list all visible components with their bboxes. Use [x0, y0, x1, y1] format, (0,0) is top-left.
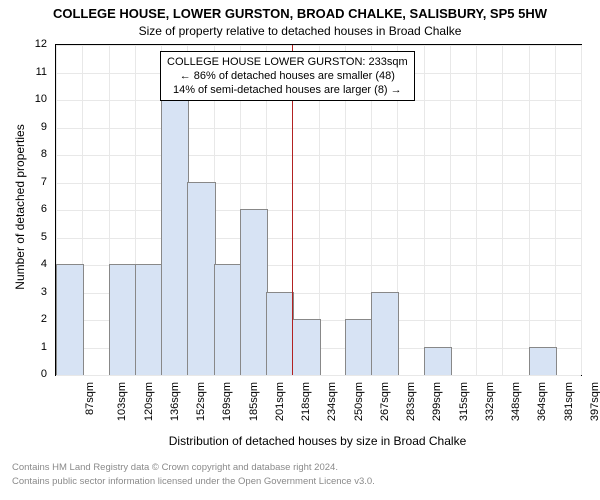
ytick-label: 1 — [17, 341, 47, 353]
gridline-v — [502, 45, 503, 375]
histogram-bar — [529, 347, 557, 376]
ytick-label: 10 — [17, 93, 47, 105]
x-axis-title: Distribution of detached houses by size … — [55, 434, 580, 448]
ytick-label: 11 — [17, 66, 47, 78]
gridline-v — [555, 45, 556, 375]
ytick-label: 7 — [17, 176, 47, 188]
annotation-line-2: ← 86% of detached houses are smaller (48… — [167, 69, 408, 83]
ytick-label: 4 — [17, 258, 47, 270]
xtick-label: 136sqm — [169, 382, 181, 421]
histogram-bar — [56, 264, 84, 375]
xtick-label: 381sqm — [563, 382, 575, 421]
xtick-label: 120sqm — [143, 382, 155, 421]
histogram-bar — [424, 347, 452, 376]
gridline-v — [581, 45, 582, 375]
histogram-bar — [135, 264, 163, 375]
xtick-label: 397sqm — [589, 382, 600, 421]
histogram-bar — [109, 264, 137, 375]
xtick-label: 201sqm — [274, 382, 286, 421]
histogram-bar — [371, 292, 399, 376]
xtick-label: 103sqm — [116, 382, 128, 421]
xtick-label: 87sqm — [84, 382, 96, 415]
ytick-label: 9 — [17, 121, 47, 133]
footer-line-2: Contains public sector information licen… — [12, 476, 375, 487]
xtick-label: 234sqm — [326, 382, 338, 421]
xtick-label: 364sqm — [536, 382, 548, 421]
histogram-bar — [266, 292, 294, 376]
annotation-line-1: COLLEGE HOUSE LOWER GURSTON: 233sqm — [167, 55, 408, 69]
xtick-label: 185sqm — [248, 382, 260, 421]
chart-title-sub: Size of property relative to detached ho… — [0, 24, 600, 38]
ytick-label: 0 — [17, 368, 47, 380]
annotation-box: COLLEGE HOUSE LOWER GURSTON: 233sqm← 86%… — [160, 51, 415, 102]
xtick-label: 267sqm — [379, 382, 391, 421]
xtick-label: 299sqm — [431, 382, 443, 421]
histogram-bar — [345, 319, 373, 375]
xtick-label: 169sqm — [221, 382, 233, 421]
footer-line-1: Contains HM Land Registry data © Crown c… — [12, 462, 338, 473]
xtick-label: 348sqm — [510, 382, 522, 421]
xtick-label: 152sqm — [195, 382, 207, 421]
gridline-v — [450, 45, 451, 375]
ytick-label: 12 — [17, 38, 47, 50]
chart-container: COLLEGE HOUSE, LOWER GURSTON, BROAD CHAL… — [0, 0, 600, 500]
gridline-v — [529, 45, 530, 375]
xtick-label: 315sqm — [458, 382, 470, 421]
ytick-label: 6 — [17, 203, 47, 215]
ytick-label: 3 — [17, 286, 47, 298]
xtick-label: 332sqm — [484, 382, 496, 421]
ytick-label: 5 — [17, 231, 47, 243]
annotation-line-3: 14% of semi-detached houses are larger (… — [167, 83, 408, 97]
chart-title-main: COLLEGE HOUSE, LOWER GURSTON, BROAD CHAL… — [0, 6, 600, 21]
xtick-label: 218sqm — [300, 382, 312, 421]
gridline-h — [56, 375, 581, 376]
gridline-v — [424, 45, 425, 375]
xtick-label: 250sqm — [353, 382, 365, 421]
gridline-v — [476, 45, 477, 375]
histogram-bar — [292, 319, 320, 375]
ytick-label: 8 — [17, 148, 47, 160]
histogram-bar — [161, 99, 189, 375]
histogram-bar — [214, 264, 242, 375]
ytick-label: 2 — [17, 313, 47, 325]
histogram-bar — [187, 182, 215, 376]
histogram-bar — [240, 209, 268, 375]
xtick-label: 283sqm — [405, 382, 417, 421]
